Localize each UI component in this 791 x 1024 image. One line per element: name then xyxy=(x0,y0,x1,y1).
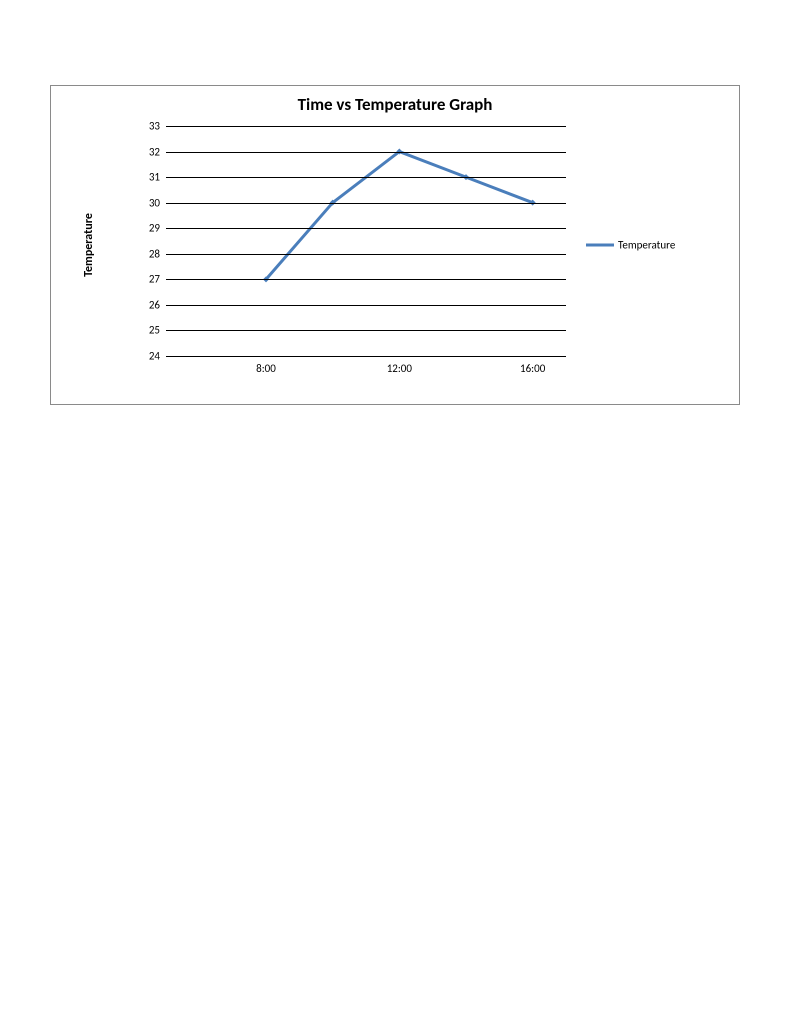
line-layer xyxy=(166,126,566,356)
legend-line-swatch xyxy=(586,244,614,247)
gridline xyxy=(166,330,566,331)
gridline xyxy=(166,254,566,255)
y-tick-label: 30 xyxy=(149,196,160,209)
gridline xyxy=(166,228,566,229)
gridline xyxy=(166,305,566,306)
y-axis-label: Temperature xyxy=(82,213,96,277)
chart-container: Time vs Temperature Graph Temperature 24… xyxy=(50,85,740,405)
x-tick-label: 8:00 xyxy=(256,362,276,375)
legend-label: Temperature xyxy=(618,239,675,252)
y-tick-label: 26 xyxy=(149,298,160,311)
y-tick-label: 27 xyxy=(149,273,160,286)
y-tick-label: 29 xyxy=(149,222,160,235)
series-line xyxy=(266,152,533,280)
y-tick-label: 31 xyxy=(149,171,160,184)
gridline xyxy=(166,152,566,153)
gridline xyxy=(166,279,566,280)
x-tick-label: 12:00 xyxy=(387,362,412,375)
y-tick-label: 28 xyxy=(149,247,160,260)
chart-title: Time vs Temperature Graph xyxy=(51,94,739,115)
legend: Temperature xyxy=(586,239,675,252)
y-tick-label: 33 xyxy=(149,120,160,133)
y-tick-label: 24 xyxy=(149,350,160,363)
gridline xyxy=(166,356,566,357)
x-tick-label: 16:00 xyxy=(520,362,545,375)
gridline xyxy=(166,203,566,204)
gridline xyxy=(166,177,566,178)
gridline xyxy=(166,126,566,127)
y-tick-label: 25 xyxy=(149,324,160,337)
plot-area: 242526272829303132338:0012:0016:00 xyxy=(166,126,566,356)
y-tick-label: 32 xyxy=(149,145,160,158)
